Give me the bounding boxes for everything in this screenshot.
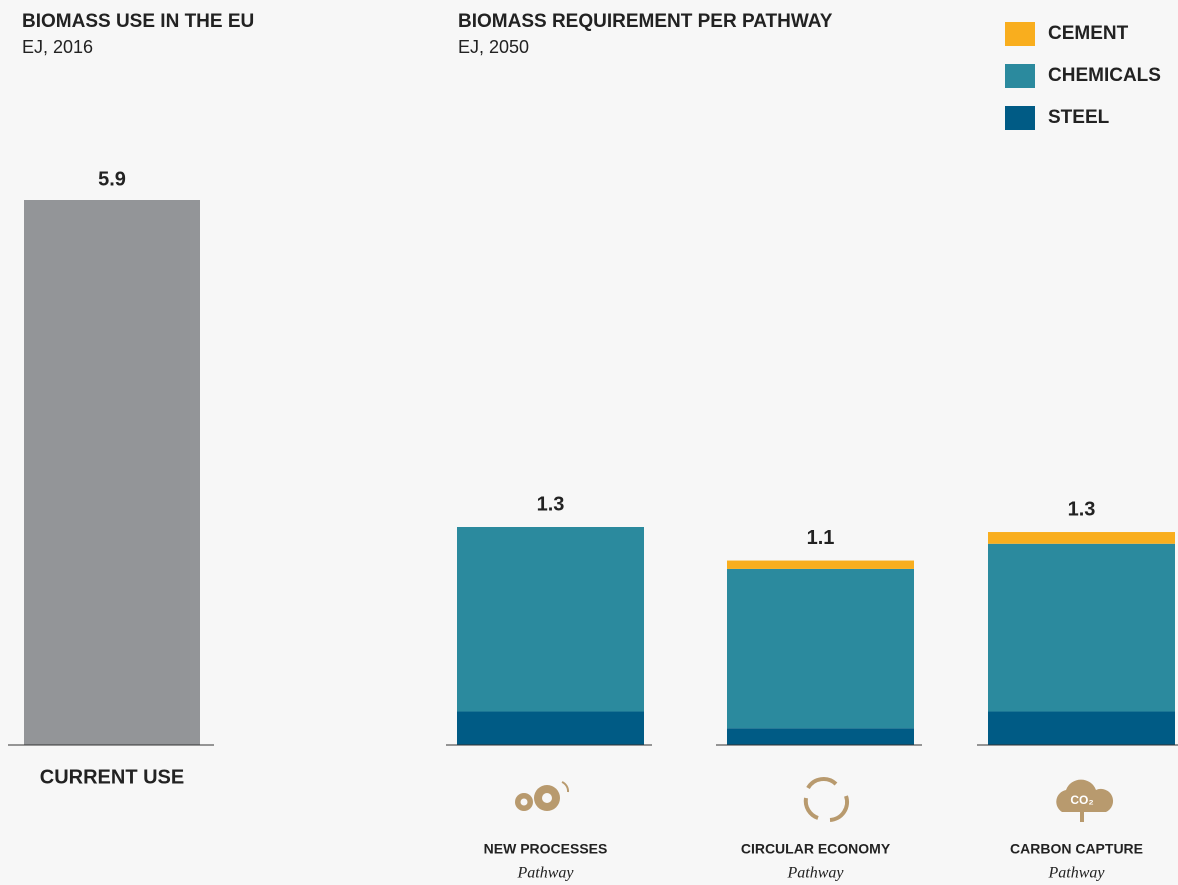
legend-label: CEMENT	[1048, 23, 1129, 44]
chart-subtitle: EJ, 2016	[22, 37, 93, 57]
category-label: CURRENT USE	[40, 766, 184, 788]
total-label: 1.1	[807, 527, 835, 549]
bar-segment	[988, 543, 1175, 712]
category-label: CARBON CAPTURE	[1010, 841, 1143, 857]
chart-title: BIOMASS USE IN THE EU	[22, 11, 254, 32]
category-sublabel: Pathway	[517, 865, 575, 882]
cycle-icon	[803, 777, 850, 822]
category-label: CIRCULAR ECONOMY	[741, 841, 891, 857]
total-label: 1.3	[537, 493, 565, 515]
total-label: 1.3	[1068, 498, 1096, 520]
category-sublabel: Pathway	[1048, 865, 1106, 882]
bar-segment	[457, 527, 644, 712]
legend-swatch	[1005, 64, 1035, 88]
bar-segment	[988, 532, 1175, 544]
legend-swatch	[1005, 22, 1035, 46]
chart-title: BIOMASS REQUIREMENT PER PATHWAY	[458, 11, 833, 32]
gears-icon	[515, 781, 570, 811]
bar-segment	[727, 560, 914, 569]
category-sublabel: Pathway	[787, 865, 845, 882]
co2-cloud-icon: CO₂	[1056, 779, 1114, 822]
chart-subtitle: EJ, 2050	[458, 37, 529, 57]
svg-text:CO₂: CO₂	[1070, 793, 1093, 807]
legend-label: CHEMICALS	[1048, 65, 1161, 86]
legend-swatch	[1005, 106, 1035, 130]
legend-label: STEEL	[1048, 107, 1110, 128]
bar-segment	[727, 568, 914, 729]
category-label: NEW PROCESSES	[484, 841, 608, 857]
bar	[24, 200, 200, 745]
bar-segment	[727, 728, 914, 745]
bar-segment	[988, 711, 1175, 745]
bar-segment	[457, 711, 644, 745]
value-label: 5.9	[98, 168, 126, 190]
